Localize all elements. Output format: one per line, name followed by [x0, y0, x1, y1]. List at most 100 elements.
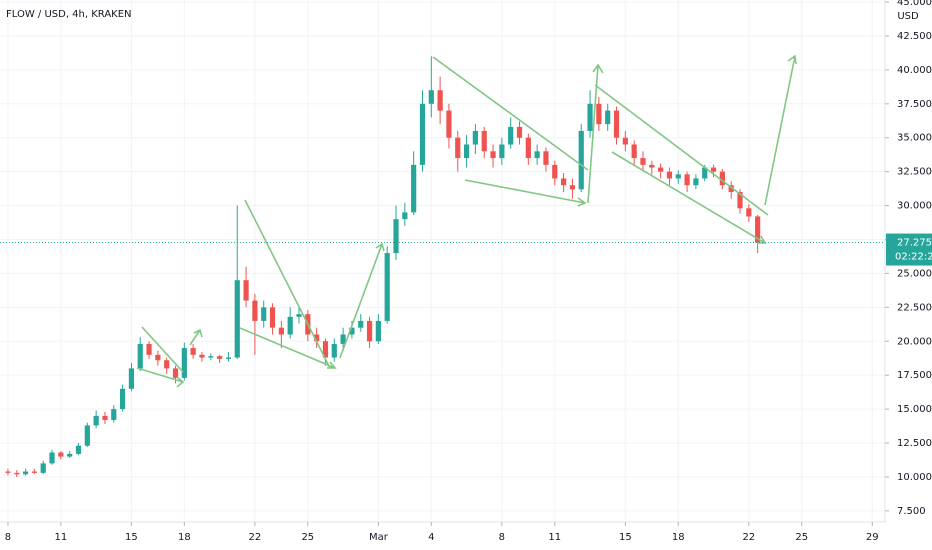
candle-body [314, 334, 320, 342]
candle-body [287, 316, 293, 335]
candle-body [508, 126, 514, 145]
candle-body [728, 185, 734, 193]
candle-body [102, 415, 108, 420]
candle-body [605, 110, 611, 125]
x-tick-label: 15 [619, 532, 632, 543]
candle-body [525, 137, 531, 159]
candle-body [463, 144, 470, 159]
candle-body [331, 343, 337, 358]
candle-body [146, 343, 152, 355]
chart-title: FLOW / USD, 4h, KRAKEN [6, 9, 132, 20]
x-tick-label: 18 [672, 532, 685, 543]
y-tick-label: 42.500 [897, 31, 932, 42]
candle-body [737, 192, 743, 209]
candle-body [366, 320, 373, 342]
candle-body [490, 151, 496, 159]
candle-body [14, 472, 20, 475]
candle-body [155, 354, 161, 361]
candle-body [208, 356, 214, 358]
y-tick-label: 10.000 [897, 472, 932, 483]
candle-body [278, 327, 284, 335]
candle-body [384, 253, 390, 321]
candle-body [190, 348, 196, 355]
last-price-label: 27.275 [897, 238, 932, 249]
candle-body [578, 130, 584, 190]
x-tick-label: 22 [249, 532, 262, 543]
candle-body [128, 368, 135, 389]
x-tick-label: 25 [301, 532, 314, 543]
candle-body [560, 178, 567, 186]
candle-body [631, 144, 637, 159]
candle-body [93, 415, 99, 426]
candle-body [296, 314, 302, 317]
candle-body [428, 90, 434, 104]
x-tick-label: 8 [499, 532, 505, 543]
candle-body [543, 151, 549, 165]
candle-body [746, 208, 752, 217]
trendline [239, 199, 385, 369]
candle-body [516, 126, 523, 138]
candle-body [613, 110, 620, 138]
candles [5, 56, 761, 477]
candle-body [534, 151, 540, 159]
y-tick-label: 45.000 [897, 0, 932, 8]
candle-body [84, 425, 90, 446]
unit-label: USD [897, 11, 919, 22]
candle-body [455, 137, 461, 159]
candle-body [261, 307, 267, 321]
candle-body [49, 452, 55, 464]
candle-body [269, 307, 276, 328]
trendline [432, 56, 604, 207]
y-tick-label: 40.000 [897, 65, 932, 76]
trendline [136, 326, 203, 388]
candle-body [164, 360, 170, 369]
candle-body [322, 341, 329, 358]
candle-body [693, 178, 699, 186]
candle-body [446, 110, 452, 138]
y-tick-label: 20.000 [897, 336, 932, 347]
candle-body [22, 471, 29, 475]
candle-body [67, 453, 73, 457]
candle-body [119, 388, 126, 410]
candle-body [358, 320, 364, 328]
candle-body [234, 280, 240, 358]
candle-body [472, 130, 478, 145]
y-tick-label: 32.500 [897, 167, 932, 178]
candle-body [243, 280, 249, 301]
candle-body [217, 356, 223, 359]
last-price-box [886, 233, 932, 266]
candle-body [349, 327, 355, 335]
trend-drawings [136, 54, 797, 388]
candle-body [31, 471, 37, 473]
candle-body [340, 334, 346, 344]
x-tick-label: 22 [742, 532, 755, 543]
candle-body [552, 164, 558, 179]
x-tick-label: 18 [178, 532, 191, 543]
x-tick-label: 29 [866, 532, 879, 543]
candle-body [199, 354, 205, 358]
candle-body [402, 212, 408, 220]
candle-body [181, 348, 187, 378]
candle-body [40, 463, 46, 473]
y-tick-label: 30.000 [897, 201, 932, 212]
candle-body [411, 164, 417, 213]
candle-body [702, 167, 708, 179]
y-tick-label: 35.000 [897, 133, 932, 144]
candle-body [569, 185, 576, 190]
x-tick-label: Mar [369, 532, 389, 543]
candle-body [587, 103, 593, 131]
candle-body [252, 300, 258, 321]
y-tick-label: 15.000 [897, 404, 932, 415]
candle-body [481, 130, 487, 152]
candle-body [719, 171, 725, 186]
y-tick-label: 22.500 [897, 302, 932, 313]
x-tick-label: 11 [548, 532, 561, 543]
candle-body [225, 357, 232, 359]
candle-body [658, 167, 664, 172]
candle-body [622, 137, 628, 145]
candle-body [172, 368, 179, 378]
candle-body [137, 343, 143, 369]
x-tick-label: 11 [54, 532, 67, 543]
